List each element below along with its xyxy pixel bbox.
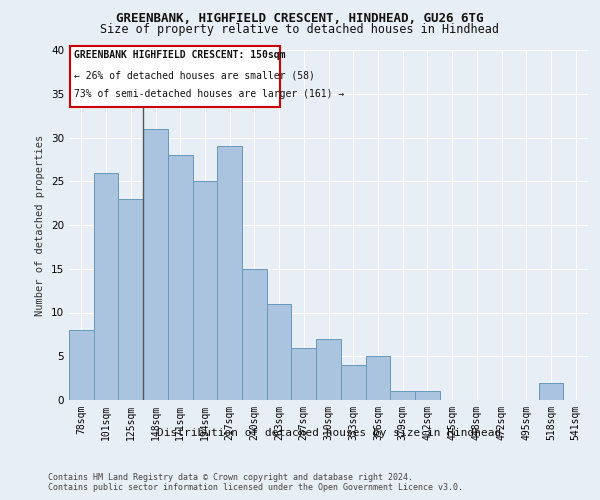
Bar — [415, 391, 440, 400]
Text: Size of property relative to detached houses in Hindhead: Size of property relative to detached ho… — [101, 22, 499, 36]
Text: GREENBANK HIGHFIELD CRESCENT: 150sqm: GREENBANK HIGHFIELD CRESCENT: 150sqm — [74, 50, 286, 60]
Bar — [316, 339, 341, 400]
Bar — [94, 172, 118, 400]
Bar — [118, 198, 143, 400]
Bar — [143, 129, 168, 400]
Bar — [539, 382, 563, 400]
Bar — [390, 391, 415, 400]
Bar — [267, 304, 292, 400]
Bar — [193, 182, 217, 400]
Text: 73% of semi-detached houses are larger (161) →: 73% of semi-detached houses are larger (… — [74, 88, 344, 99]
Bar — [69, 330, 94, 400]
Y-axis label: Number of detached properties: Number of detached properties — [35, 134, 46, 316]
Bar — [341, 365, 365, 400]
Bar — [292, 348, 316, 400]
FancyBboxPatch shape — [70, 46, 280, 107]
Bar — [217, 146, 242, 400]
Text: Contains HM Land Registry data © Crown copyright and database right 2024.: Contains HM Land Registry data © Crown c… — [48, 472, 413, 482]
Text: Distribution of detached houses by size in Hindhead: Distribution of detached houses by size … — [157, 428, 501, 438]
Bar — [242, 269, 267, 400]
Bar — [168, 155, 193, 400]
Text: GREENBANK, HIGHFIELD CRESCENT, HINDHEAD, GU26 6TG: GREENBANK, HIGHFIELD CRESCENT, HINDHEAD,… — [116, 12, 484, 26]
Text: Contains public sector information licensed under the Open Government Licence v3: Contains public sector information licen… — [48, 484, 463, 492]
Bar — [365, 356, 390, 400]
Text: ← 26% of detached houses are smaller (58): ← 26% of detached houses are smaller (58… — [74, 70, 315, 80]
